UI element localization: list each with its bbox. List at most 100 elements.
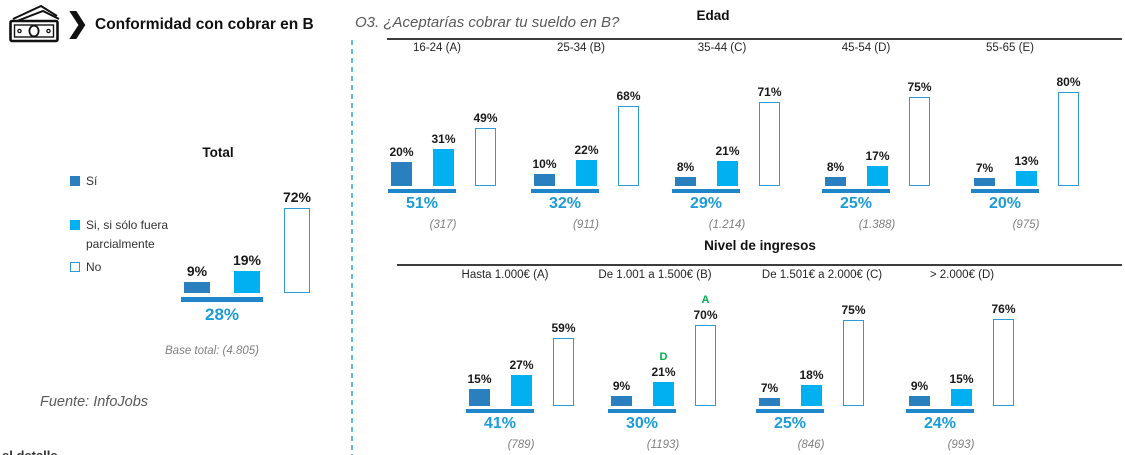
base-count: (911) — [573, 219, 599, 231]
clipped-bottom-text: el detalle — [2, 448, 58, 455]
bar-value-label: 9% — [186, 263, 208, 279]
chevron-right-icon: ❯ — [66, 8, 89, 38]
base-count: (993) — [947, 439, 975, 451]
bar-si — [675, 177, 696, 186]
bar-value-label: 72% — [282, 189, 312, 205]
si-total-underline — [181, 297, 263, 302]
bar-value-label: 68% — [616, 89, 641, 103]
bar-no — [553, 338, 574, 406]
category-label: 55-65 (E) — [986, 42, 1034, 54]
bar-parcial — [867, 166, 888, 186]
bar-value-label: 7% — [975, 161, 994, 175]
bar-no — [284, 208, 310, 293]
bar-parcial — [653, 382, 674, 406]
category-label: 35-44 (C) — [697, 42, 747, 54]
base-count: (317) — [429, 219, 457, 231]
legend-swatch-si — [70, 176, 80, 186]
bar-no — [618, 106, 639, 186]
legend-label-si: Sí — [86, 174, 98, 188]
bar-si — [759, 398, 780, 406]
legend-swatch-parcial — [70, 220, 80, 230]
bar-no — [1058, 92, 1079, 186]
dashed-divider-line — [351, 40, 353, 455]
plot-area: 7% 13% 80% — [974, 58, 1081, 186]
bar-parcial — [717, 161, 738, 186]
bar-chart-ingresos-3: 9% 15% 76% 24% (993) — [895, 278, 1027, 455]
page-title: Conformidad con cobrar en B — [95, 16, 314, 33]
bar-chart-ingresos-1: 9% 21% D 70% A 30% (1193) — [597, 278, 729, 455]
bar-parcial — [511, 375, 532, 406]
bar-si — [184, 282, 210, 293]
legend-item-parcial: Si, si sólo fuera parcialmente — [70, 216, 230, 254]
plot-area: 9% 15% 76% — [909, 278, 1016, 406]
bar-value-label: 15% — [467, 372, 492, 386]
base-count: (846) — [797, 439, 825, 451]
bar-value-label: 21% — [651, 365, 676, 379]
income-table-rule — [397, 264, 1122, 266]
si-total-value: 29% — [689, 195, 723, 212]
si-total-value: 41% — [483, 415, 517, 432]
banknote-icon — [9, 4, 60, 43]
plot-area: 15% 27% 59% — [467, 278, 576, 406]
bar-chart-edad-3: 8% 17% 75% 25% (1.388) — [811, 58, 943, 258]
significance-letter: A — [701, 294, 710, 306]
bar-parcial — [801, 385, 822, 406]
category-label: 16-24 (A) — [413, 42, 461, 54]
bar-value-label: 17% — [865, 149, 890, 163]
si-total-value: 32% — [548, 195, 582, 212]
bar-no — [993, 319, 1014, 406]
si-total-value: 24% — [923, 415, 957, 432]
si-total-underline — [822, 189, 890, 193]
base-count: (1.388) — [858, 219, 896, 231]
si-total-value: 30% — [625, 415, 659, 432]
bar-value-label: 75% — [841, 303, 866, 317]
bar-si — [469, 389, 490, 406]
si-total-value: 28% — [204, 305, 240, 324]
total-chart-title: Total — [202, 145, 234, 160]
bar-value-label: 15% — [949, 372, 974, 386]
bar-chart-total-0: 9% 19% 72% 28% Base total: (4.805) — [165, 165, 322, 365]
category-label: > 2.000€ (D) — [929, 269, 995, 281]
base-count: Base total: (4.805) — [165, 345, 259, 357]
bar-parcial — [576, 160, 597, 186]
bar-chart-ingresos-2: 7% 18% 75% 25% (846) — [745, 278, 877, 455]
bar-value-label: 75% — [907, 80, 932, 94]
age-section-title: Edad — [696, 8, 730, 23]
bar-chart-ingresos-0: 15% 27% 59% 41% (789) — [455, 278, 587, 455]
plot-area: 10% 22% 68% — [532, 58, 641, 186]
si-total-value: 25% — [839, 195, 873, 212]
significance-letter: D — [659, 351, 668, 363]
bar-value-label: 13% — [1014, 154, 1039, 168]
base-count: (1.214) — [708, 219, 746, 231]
bar-chart-edad-4: 7% 13% 80% 20% (975) — [960, 58, 1092, 258]
legend-label-no: No — [86, 260, 102, 274]
bar-value-label: 70% — [693, 308, 718, 322]
bar-parcial — [951, 389, 972, 406]
bar-value-label: 19% — [232, 252, 262, 268]
bar-si — [611, 396, 632, 406]
age-table-rule — [387, 38, 1122, 40]
category-label: De 1.501€ a 2.000€ (C) — [761, 269, 883, 281]
source-note: Fuente: InfoJobs — [40, 394, 149, 410]
survey-question: O3. ¿Aceptarías cobrar tu sueldo en B? — [355, 14, 620, 31]
bar-si — [825, 177, 846, 186]
bar-si — [974, 178, 995, 186]
bar-value-label: 22% — [574, 143, 599, 157]
si-total-underline — [466, 409, 534, 413]
si-total-value: 51% — [405, 195, 439, 212]
bar-chart-edad-0: 20% 31% 49% 51% (317) — [377, 58, 509, 258]
bar-value-label: 27% — [509, 358, 534, 372]
bar-value-label: 31% — [431, 132, 456, 146]
plot-area: 20% 31% 49% — [389, 58, 498, 186]
si-total-underline — [531, 189, 599, 193]
bar-parcial — [433, 149, 454, 186]
base-count: (1193) — [646, 439, 680, 451]
si-total-underline — [971, 189, 1039, 193]
bar-value-label: 59% — [551, 321, 576, 335]
category-label: De 1.001 a 1.500€ (B) — [598, 269, 712, 281]
si-total-underline — [906, 409, 974, 413]
category-label: 45-54 (D) — [841, 42, 891, 54]
plot-area: 9% 19% 72% — [184, 165, 312, 293]
